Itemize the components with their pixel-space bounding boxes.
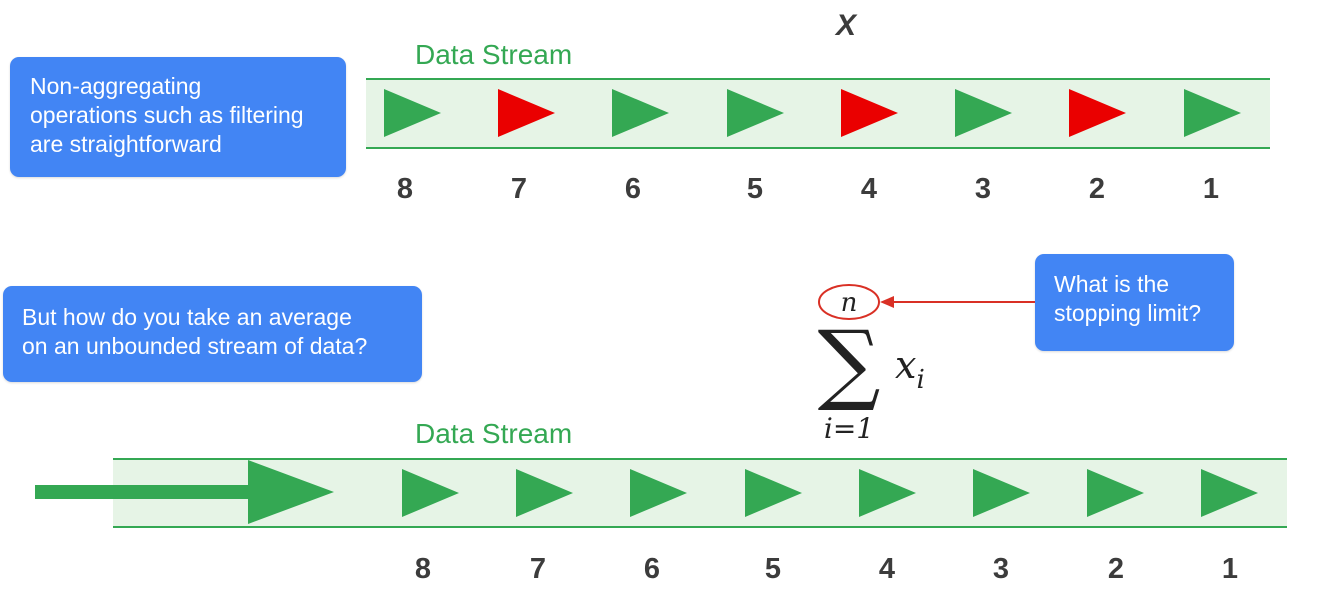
top-index-label: 3 <box>974 173 992 205</box>
top-index-label: 7 <box>510 173 528 205</box>
bottom-index-label: 3 <box>992 553 1010 585</box>
callout-line: But how do you take an average <box>22 304 352 330</box>
bottom-index-label: 6 <box>643 553 661 585</box>
top-arrow-5 <box>727 89 784 137</box>
bottom-index-label: 5 <box>764 553 782 585</box>
top-stream-label: Data Stream <box>415 39 573 70</box>
bottom-arrow-4 <box>859 469 916 517</box>
bottom-arrow-8 <box>402 469 459 517</box>
callout-line: are straightforward <box>30 131 222 157</box>
bottom-arrow-2 <box>1087 469 1144 517</box>
bottom-index-label: 4 <box>878 553 896 585</box>
top-index-label: 5 <box>746 173 764 205</box>
sigma-symbol: ∑ <box>818 311 881 414</box>
filter-x-marker: X <box>836 9 857 42</box>
bottom-arrow-3 <box>973 469 1030 517</box>
lower-limit: i=1 <box>824 412 874 445</box>
bottom-arrow-6 <box>630 469 687 517</box>
top-arrow-1 <box>1184 89 1241 137</box>
top-arrow-6 <box>612 89 669 137</box>
top-index-label: 1 <box>1202 173 1220 205</box>
top-arrow-2 <box>1069 89 1126 137</box>
top-index-label: 6 <box>624 173 642 205</box>
bottom-stream-label: Data Stream <box>415 418 573 449</box>
incoming-arrow-head <box>248 460 334 524</box>
top-index-label: 8 <box>396 173 414 205</box>
top-arrow-8 <box>384 89 441 137</box>
bottom-index-label: 2 <box>1107 553 1125 585</box>
callout-average-question: But how do you take an average on an unb… <box>3 286 422 382</box>
callout-line: stopping limit? <box>1054 300 1202 326</box>
bottom-arrow-7 <box>516 469 573 517</box>
incoming-arrow-shaft <box>35 485 255 499</box>
bottom-arrow-5 <box>745 469 802 517</box>
upper-limit: n <box>841 288 858 318</box>
summand-term: xi <box>895 343 925 395</box>
upper-limit-circle <box>818 284 880 320</box>
callout-line: operations such as filtering <box>30 102 304 128</box>
callout-stopping-limit: What is the stopping limit? <box>1035 254 1234 351</box>
bottom-index-label: 8 <box>414 553 432 585</box>
top-arrow-4 <box>841 89 898 137</box>
callout-non-aggregating: Non-aggregating operations such as filte… <box>10 57 346 177</box>
bottom-index-label: 1 <box>1221 553 1239 585</box>
callout-line: Non-aggregating <box>30 73 202 99</box>
top-arrow-7 <box>498 89 555 137</box>
bottom-index-label: 7 <box>529 553 547 585</box>
top-index-label: 4 <box>860 173 878 205</box>
top-arrow-3 <box>955 89 1012 137</box>
top-index-label: 2 <box>1088 173 1106 205</box>
limit-arrow-head <box>880 296 894 308</box>
summation-formula: n ∑ xi i=1 <box>818 284 1035 445</box>
bottom-arrow-1 <box>1201 469 1258 517</box>
callout-line: What is the <box>1054 271 1170 297</box>
callout-line: on an unbounded stream of data? <box>22 333 368 359</box>
